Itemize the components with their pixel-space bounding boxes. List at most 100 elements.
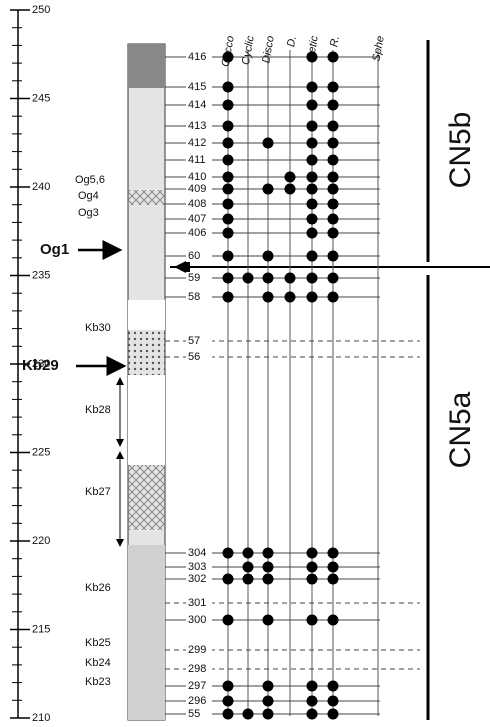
- stratigraphic-diagram: 250245240235230225220215210CoccoCyclicDi…: [0, 0, 490, 727]
- sample-label: 302: [188, 573, 206, 585]
- occurrence-dot: [243, 574, 254, 585]
- occurrence-dot: [328, 52, 339, 63]
- occurrence-dot: [243, 273, 254, 284]
- sample-label: 410: [188, 171, 206, 183]
- horizon-label: Og4: [78, 190, 99, 202]
- occurrence-dot: [307, 184, 318, 195]
- occurrence-dot: [263, 548, 274, 559]
- occurrence-dot: [285, 292, 296, 303]
- sample-label: 55: [188, 708, 200, 720]
- occurrence-dot: [328, 562, 339, 573]
- occurrence-dot: [243, 548, 254, 559]
- occurrence-dot: [223, 292, 234, 303]
- occurrence-dot: [328, 251, 339, 262]
- occurrence-dot: [307, 251, 318, 262]
- occurrence-dot: [307, 292, 318, 303]
- occurrence-dot: [307, 155, 318, 166]
- occurrence-dot: [307, 138, 318, 149]
- occurrence-dot: [307, 615, 318, 626]
- sample-label: 297: [188, 680, 206, 692]
- occurrence-dot: [223, 574, 234, 585]
- horizon-label: Og1: [40, 241, 69, 258]
- occurrence-dot: [223, 82, 234, 93]
- occurrence-dot: [328, 214, 339, 225]
- horizon-label: Kb30: [85, 322, 111, 334]
- occurrence-dot: [223, 251, 234, 262]
- occurrence-dot: [307, 52, 318, 63]
- occurrence-dot: [263, 292, 274, 303]
- occurrence-dot: [328, 155, 339, 166]
- sample-label: 412: [188, 137, 206, 149]
- occurrence-dot: [328, 709, 339, 720]
- occurrence-dot: [263, 615, 274, 626]
- occurrence-dot: [328, 184, 339, 195]
- tick-label: 210: [32, 712, 50, 724]
- sample-label: 411: [188, 154, 206, 166]
- occurrence-dot: [223, 709, 234, 720]
- occurrence-dot: [328, 292, 339, 303]
- sample-label: 56: [188, 351, 200, 363]
- occurrence-dot: [307, 574, 318, 585]
- occurrence-dot: [263, 562, 274, 573]
- occurrence-dot: [263, 681, 274, 692]
- occurrence-dot: [307, 696, 318, 707]
- taxon-name: D.: [285, 35, 299, 48]
- sample-label: 414: [188, 99, 206, 111]
- horizon-label: Og5,6: [75, 174, 105, 186]
- occurrence-dot: [307, 82, 318, 93]
- tick-label: 250: [32, 4, 50, 16]
- occurrence-dot: [223, 138, 234, 149]
- occurrence-dot: [328, 138, 339, 149]
- occurrence-dot: [307, 214, 318, 225]
- occurrence-dot: [307, 100, 318, 111]
- lithology-column: [128, 44, 165, 720]
- occurrence-dot: [223, 273, 234, 284]
- occurrence-dot: [328, 199, 339, 210]
- taxon-name: Sphe: [371, 35, 387, 62]
- occurrence-dot: [223, 199, 234, 210]
- occurrence-dot: [285, 172, 296, 183]
- occurrence-dot: [223, 228, 234, 239]
- horizon-label: Kb28: [85, 404, 111, 416]
- occurrence-dot: [328, 172, 339, 183]
- horizon-label: Kb23: [85, 676, 111, 688]
- occurrence-dot: [328, 681, 339, 692]
- sample-label: 298: [188, 663, 206, 675]
- sample-label: 408: [188, 198, 206, 210]
- sample-label: 60: [188, 250, 200, 262]
- occurrence-dot: [263, 251, 274, 262]
- zone-label: CN5b: [444, 112, 477, 189]
- sample-label: 296: [188, 695, 206, 707]
- taxon-name: Cocco: [220, 35, 237, 68]
- occurrence-dot: [307, 228, 318, 239]
- occurrence-dot: [328, 100, 339, 111]
- occurrence-dot: [223, 121, 234, 132]
- sample-label: 413: [188, 120, 206, 132]
- sample-label: 303: [188, 561, 206, 573]
- sample-label: 300: [188, 614, 206, 626]
- taxon-name: Disco: [260, 35, 277, 64]
- occurrence-dot: [307, 172, 318, 183]
- sample-label: 416: [188, 51, 206, 63]
- sample-label: 406: [188, 227, 206, 239]
- sample-label: 301: [188, 597, 206, 609]
- occurrence-dot: [243, 709, 254, 720]
- horizon-label: Kb24: [85, 657, 111, 669]
- horizon-label: Kb29: [22, 357, 59, 374]
- sample-label: 59: [188, 272, 200, 284]
- occurrence-dot: [243, 562, 254, 573]
- sample-label: 415: [188, 81, 206, 93]
- occurrence-dot: [307, 121, 318, 132]
- occurrence-dot: [223, 615, 234, 626]
- tick-label: 225: [32, 446, 50, 458]
- taxon-name: R.: [328, 35, 342, 48]
- sample-label: 299: [188, 644, 206, 656]
- sample-label: 58: [188, 291, 200, 303]
- occurrence-dot: [223, 184, 234, 195]
- occurrence-dot: [263, 709, 274, 720]
- horizon-label: Og3: [78, 207, 99, 219]
- occurrence-dot: [285, 273, 296, 284]
- occurrence-dot: [263, 273, 274, 284]
- occurrence-dot: [307, 709, 318, 720]
- occurrence-dot: [328, 82, 339, 93]
